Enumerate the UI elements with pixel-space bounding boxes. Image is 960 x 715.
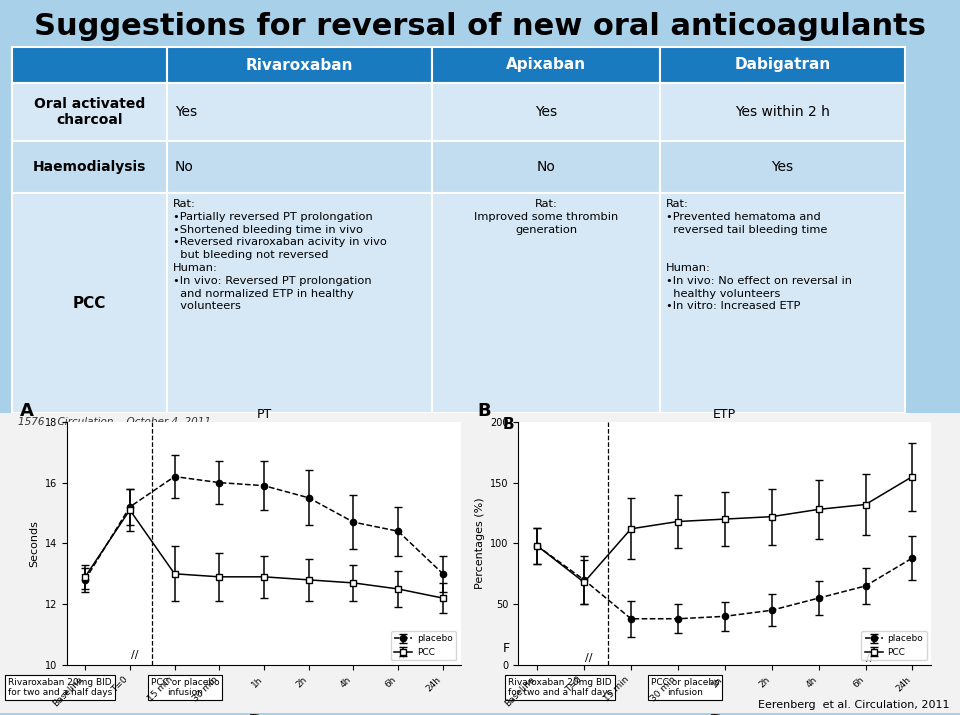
- Text: B: B: [503, 417, 515, 432]
- Text: A: A: [20, 403, 34, 420]
- Text: Yes: Yes: [175, 105, 197, 119]
- Text: PCC: PCC: [73, 295, 107, 310]
- Text: 1576    Circulation    October 4, 2011: 1576 Circulation October 4, 2011: [18, 417, 211, 427]
- Text: Yes within 2 h: Yes within 2 h: [735, 105, 830, 119]
- Text: //: //: [131, 651, 138, 661]
- Bar: [12, 141, 167, 193]
- Text: Oral activated
charcoal: Oral activated charcoal: [34, 97, 145, 127]
- Text: No: No: [175, 160, 194, 174]
- Legend: placebo, PCC: placebo, PCC: [391, 631, 456, 661]
- Text: //: //: [399, 651, 406, 661]
- Bar: [12, 193, 167, 413]
- Text: B: B: [477, 403, 491, 420]
- Y-axis label: Percentages (%): Percentages (%): [474, 498, 485, 589]
- X-axis label: Time: Time: [711, 714, 738, 715]
- Text: Rivaroxaban 20mg BID
for two and a half days: Rivaroxaban 20mg BID for two and a half …: [8, 678, 112, 697]
- Text: Yes: Yes: [535, 105, 557, 119]
- Text: Rivaroxaban: Rivaroxaban: [246, 57, 353, 72]
- Bar: [432, 47, 660, 83]
- Text: Rat:
•Prevented hematoma and
  reversed tail bleeding time


Human:
•In vivo: No: Rat: •Prevented hematoma and reversed ta…: [666, 199, 852, 312]
- Text: Suggestions for reversal of new oral anticoagulants: Suggestions for reversal of new oral ant…: [34, 12, 926, 41]
- Title: PT: PT: [256, 408, 272, 420]
- Bar: [490, 413, 960, 713]
- Title: ETP: ETP: [713, 408, 736, 420]
- Text: PCC or placebo
infusion: PCC or placebo infusion: [151, 678, 219, 697]
- Bar: [660, 47, 905, 83]
- Bar: [167, 83, 432, 141]
- Text: Apixaban: Apixaban: [506, 57, 586, 72]
- Text: //: //: [867, 653, 874, 663]
- Text: No: No: [537, 160, 556, 174]
- Text: Rat:
•Partially reversed PT prolongation
•Shortened bleeding time in vivo
•Rever: Rat: •Partially reversed PT prolongation…: [173, 199, 387, 312]
- Bar: [167, 47, 432, 83]
- Bar: [660, 193, 905, 413]
- Text: PCC or placebo
infusion: PCC or placebo infusion: [651, 678, 719, 697]
- Text: Rivaroxaban 20mg BID
for two and a half days: Rivaroxaban 20mg BID for two and a half …: [508, 678, 612, 697]
- X-axis label: Time: Time: [251, 714, 277, 715]
- Text: //: //: [585, 653, 592, 663]
- Bar: [167, 141, 432, 193]
- Text: Rat:
Improved some thrombin
generation: Rat: Improved some thrombin generation: [474, 199, 618, 235]
- Text: Eerenberg  et al. Circulation, 2011: Eerenberg et al. Circulation, 2011: [758, 700, 950, 710]
- Bar: [12, 83, 167, 141]
- Bar: [660, 141, 905, 193]
- Bar: [660, 83, 905, 141]
- Bar: [12, 47, 167, 83]
- Y-axis label: Seconds: Seconds: [30, 520, 39, 567]
- Bar: [432, 83, 660, 141]
- Text: F: F: [503, 642, 510, 655]
- Bar: [0, 413, 490, 713]
- Text: Yes: Yes: [772, 160, 794, 174]
- Bar: [432, 193, 660, 413]
- Text: Dabigatran: Dabigatran: [734, 57, 830, 72]
- Text: Haemodialysis: Haemodialysis: [33, 160, 146, 174]
- Legend: placebo, PCC: placebo, PCC: [861, 631, 926, 661]
- Bar: [432, 141, 660, 193]
- Bar: [167, 193, 432, 413]
